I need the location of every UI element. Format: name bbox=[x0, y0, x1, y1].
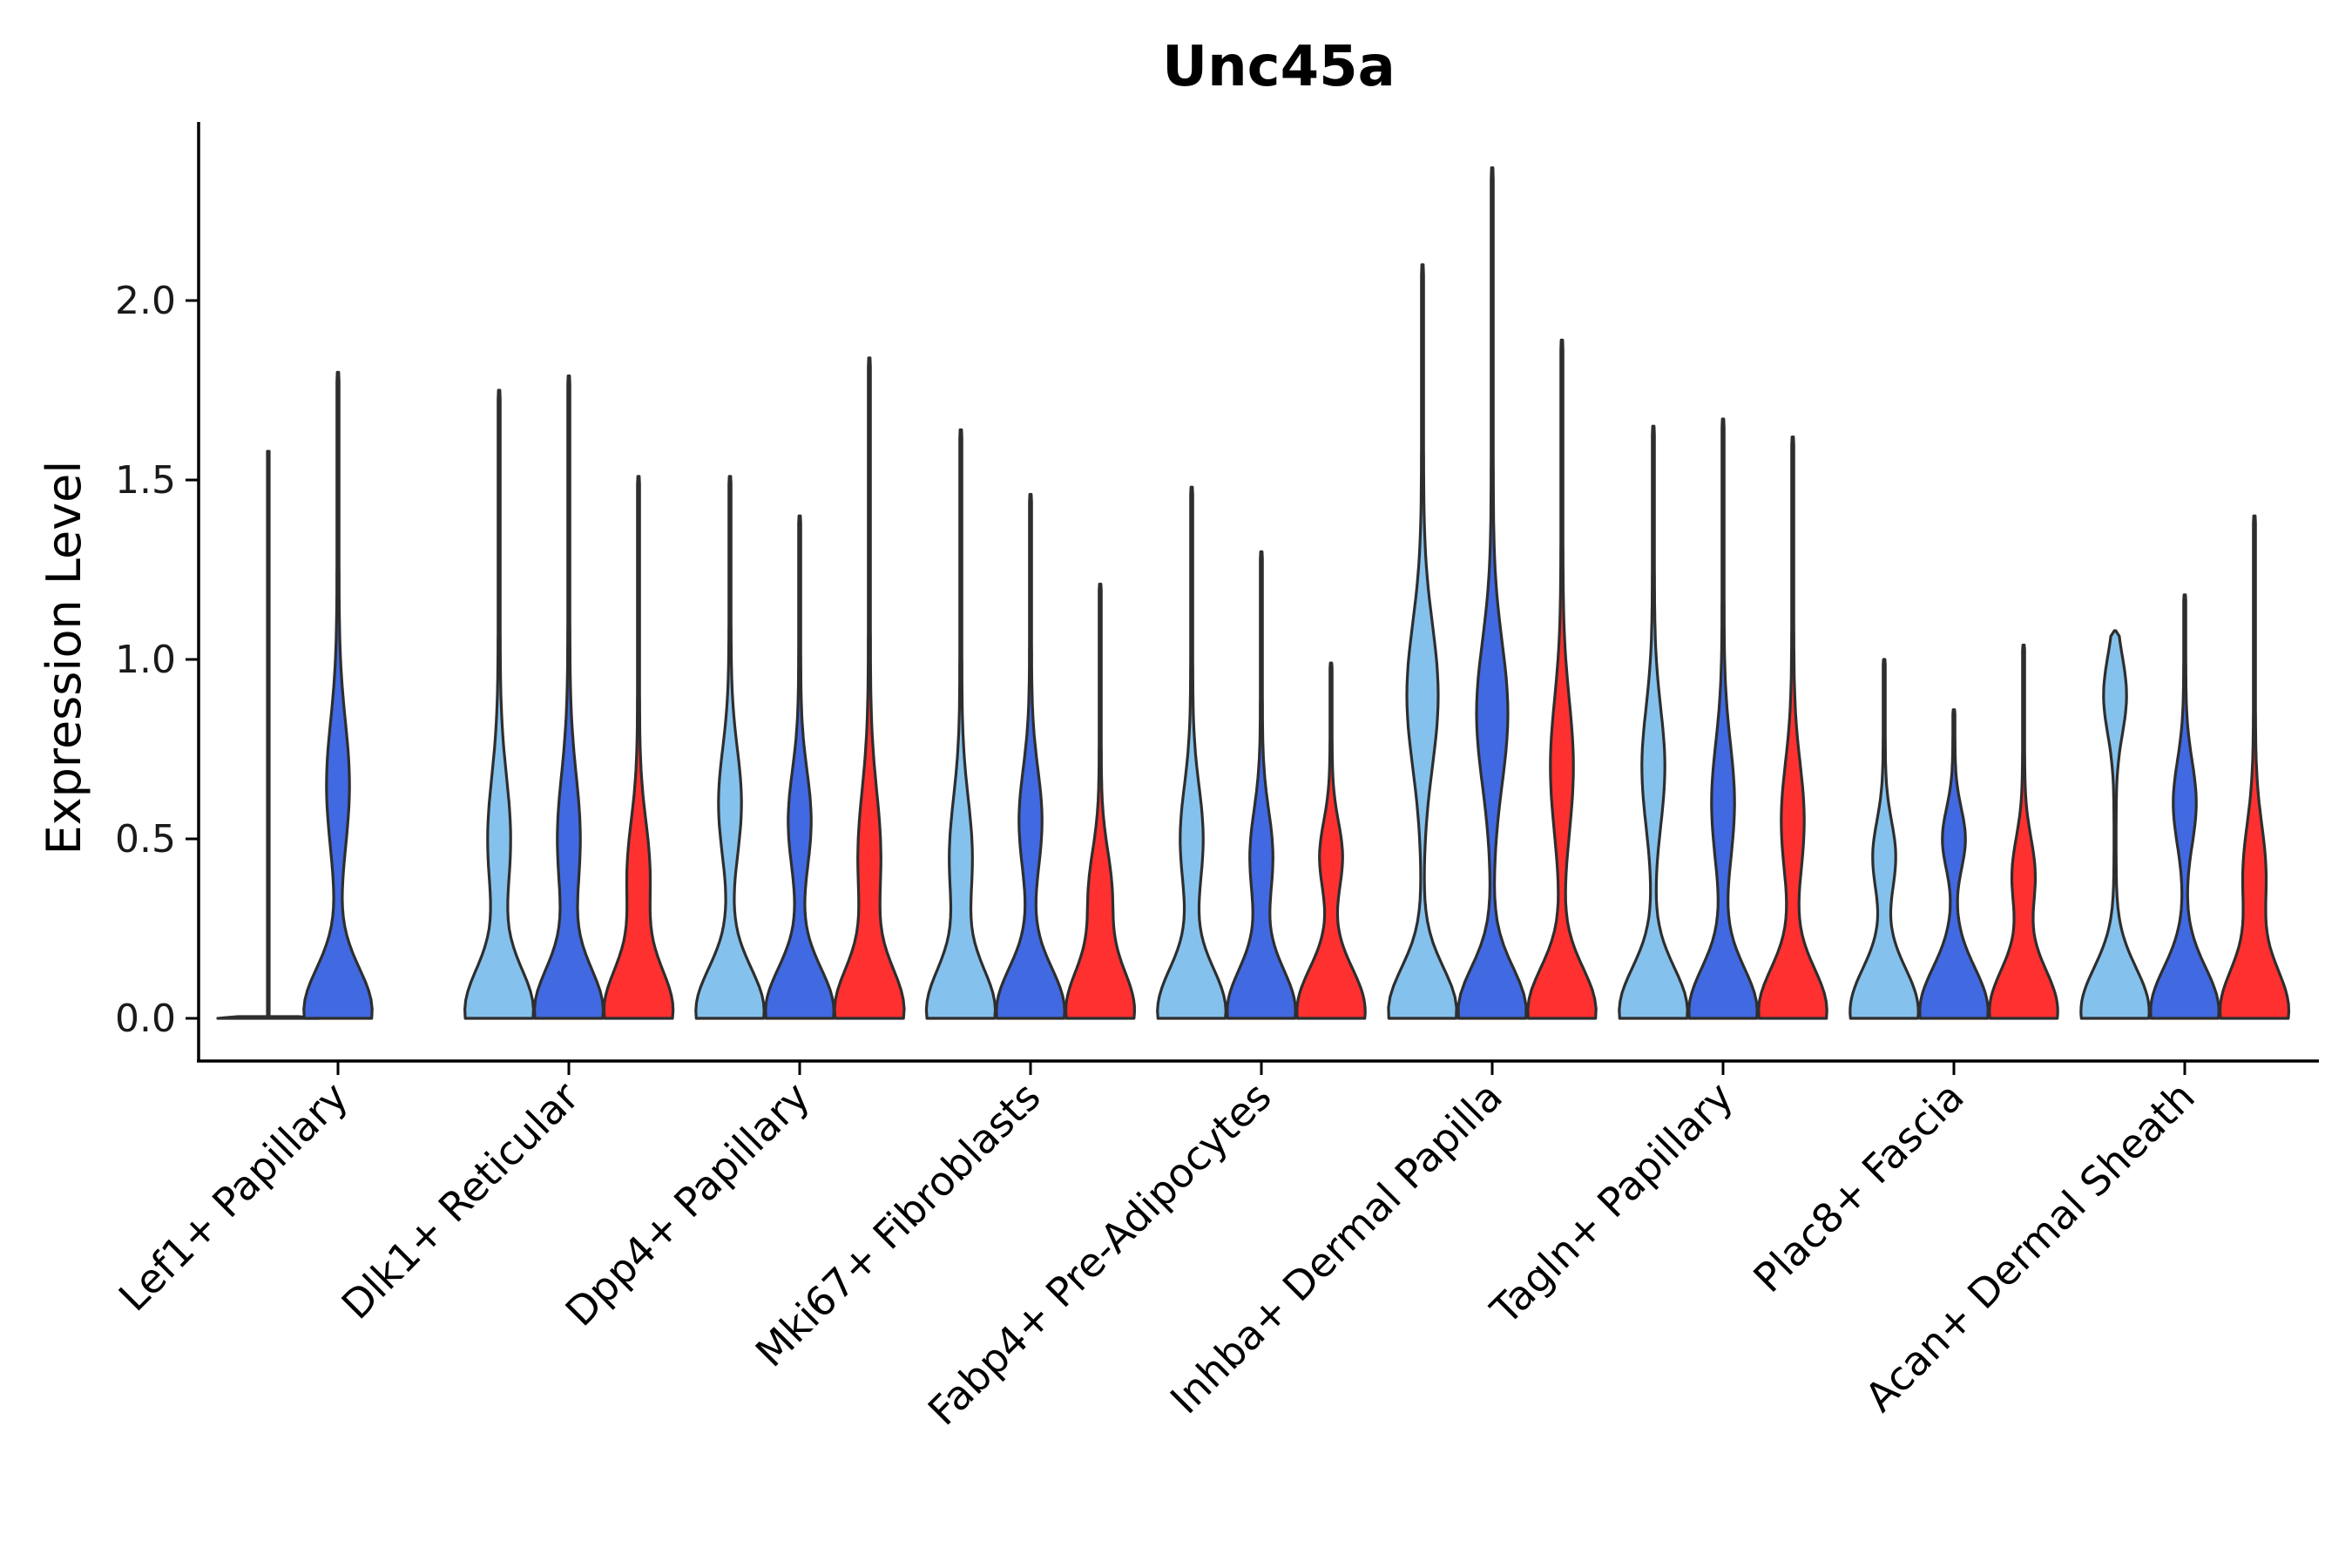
violin-mark bbox=[1687, 417, 1759, 1020]
x-category-label: Plac8+ Fascia bbox=[1744, 1073, 1972, 1301]
violin-mark bbox=[1988, 643, 2059, 1020]
violin-mark bbox=[2149, 593, 2220, 1020]
violin-mark bbox=[1526, 338, 1598, 1020]
x-category-label: Dpp4+ Papillary bbox=[557, 1073, 819, 1335]
violin-mark bbox=[532, 374, 605, 1020]
y-tick-label: 1.0 bbox=[115, 638, 176, 682]
violin-mark bbox=[1295, 661, 1367, 1020]
violin-mark bbox=[1757, 436, 1828, 1020]
violin-mark bbox=[924, 428, 997, 1020]
violin-mark bbox=[833, 356, 906, 1020]
violin-mark bbox=[463, 389, 535, 1020]
violin-mark bbox=[2218, 514, 2291, 1020]
x-category-label: Tagln+ Papillary bbox=[1481, 1073, 1742, 1335]
y-axis-label: Expression Level bbox=[37, 461, 91, 855]
violin-mark bbox=[1456, 166, 1528, 1020]
violin-mark bbox=[995, 492, 1066, 1020]
violin-mark bbox=[1848, 658, 1920, 1020]
violin-mark bbox=[1918, 708, 1990, 1020]
y-tick-label: 0.0 bbox=[115, 997, 176, 1041]
y-tick-label: 2.0 bbox=[115, 279, 176, 323]
violin-mark bbox=[1387, 263, 1458, 1020]
violin-mark bbox=[2079, 629, 2151, 1020]
violin-mark bbox=[1064, 582, 1136, 1020]
violin-mark bbox=[1156, 485, 1227, 1020]
y-tick-label: 0.5 bbox=[115, 817, 176, 862]
violin-mark bbox=[216, 449, 321, 1020]
violin-mark bbox=[602, 475, 675, 1020]
violin-plot-area bbox=[216, 166, 2291, 1020]
y-tick-label: 1.5 bbox=[115, 458, 176, 503]
violin-mark bbox=[1618, 424, 1689, 1020]
x-category-label: Lef1+ Papillary bbox=[110, 1073, 357, 1321]
violin-mark bbox=[302, 370, 374, 1020]
y-axis-ticks: 0.0 0.5 1.0 1.5 2.0 bbox=[115, 279, 199, 1041]
x-category-label: Dlk1+ Reticular bbox=[333, 1073, 588, 1328]
violin-mark bbox=[764, 514, 835, 1020]
chart-title: Unc45a bbox=[1162, 35, 1396, 99]
violin-mark bbox=[694, 475, 766, 1020]
violin-mark bbox=[1226, 550, 1297, 1020]
